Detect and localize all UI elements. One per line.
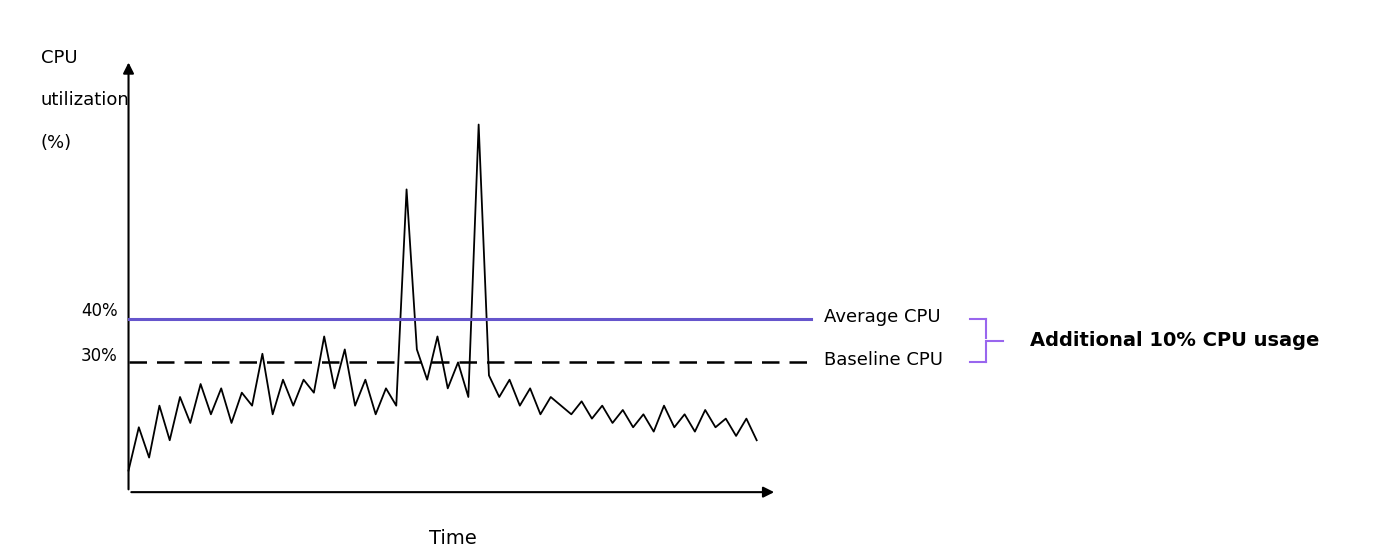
Text: 40%: 40% — [81, 302, 118, 320]
Text: (%): (%) — [40, 133, 72, 152]
Text: Average CPU: Average CPU — [824, 307, 941, 325]
Text: Additional 10% CPU usage: Additional 10% CPU usage — [1030, 331, 1320, 350]
Text: Time: Time — [429, 529, 476, 548]
Text: Baseline CPU: Baseline CPU — [824, 351, 944, 369]
Text: CPU: CPU — [40, 49, 78, 67]
Text: 30%: 30% — [81, 347, 118, 365]
Text: utilization: utilization — [40, 91, 129, 110]
